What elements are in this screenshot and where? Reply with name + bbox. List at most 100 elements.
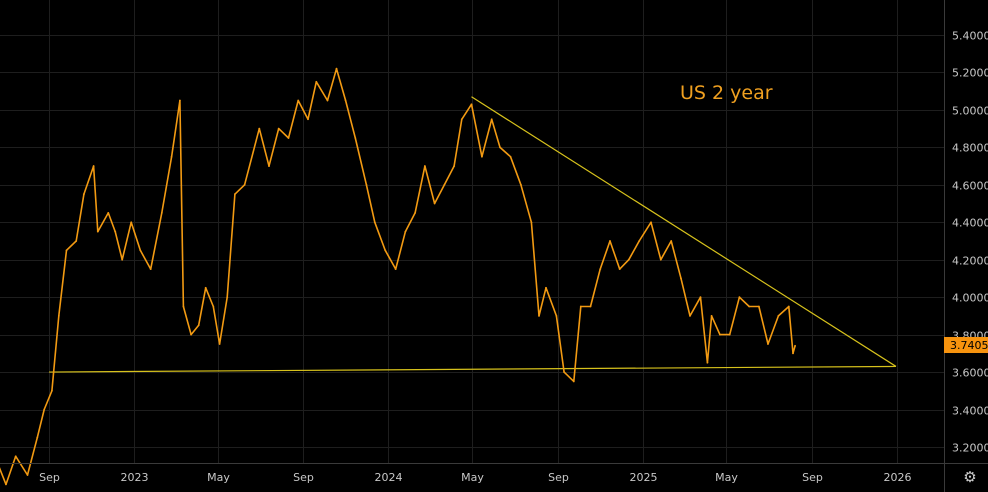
data-point <box>258 127 261 130</box>
trendline-resistance[interactable] <box>471 96 897 367</box>
data-point <box>204 286 207 289</box>
data-point <box>670 240 673 242</box>
data-point <box>57 314 60 317</box>
y-tick-label: 4.8000 <box>952 142 988 155</box>
data-point <box>277 127 280 130</box>
data-point <box>460 118 463 121</box>
data-point <box>758 305 760 308</box>
data-point <box>618 268 621 270</box>
last-value-label: 3.7405 <box>950 339 988 352</box>
data-point <box>710 314 713 317</box>
y-tick-label: 4.6000 <box>952 180 988 193</box>
chart-annotation: US 2 year <box>680 82 773 104</box>
data-point <box>50 389 53 392</box>
data-point <box>268 165 270 167</box>
data-point <box>423 165 426 167</box>
data-point <box>609 240 611 242</box>
data-point <box>555 314 558 317</box>
data-point <box>520 183 522 186</box>
data-point <box>75 240 78 242</box>
trendline-support[interactable] <box>49 365 897 373</box>
price-series <box>0 67 796 486</box>
data-point <box>719 333 721 336</box>
y-axis[interactable]: 3.20003.40003.60003.80004.00004.20004.40… <box>952 30 988 455</box>
data-point <box>160 211 163 214</box>
data-point <box>579 305 582 308</box>
data-point <box>777 314 780 317</box>
data-point <box>599 268 602 270</box>
y-tick-label: 4.2000 <box>952 255 988 268</box>
x-tick-label: May <box>715 471 738 484</box>
y-tick-label: 3.4000 <box>952 405 988 418</box>
data-point <box>453 165 456 167</box>
data-point <box>121 258 124 261</box>
data-point <box>414 211 417 214</box>
data-point <box>572 380 575 383</box>
data-point <box>627 258 630 261</box>
data-point <box>650 221 652 224</box>
data-point <box>680 277 682 280</box>
data-point <box>5 483 7 486</box>
data-point <box>14 455 17 458</box>
data-point <box>36 436 39 439</box>
data-point <box>538 314 540 317</box>
data-point <box>179 99 181 102</box>
data-point <box>130 221 133 224</box>
data-point <box>728 333 731 336</box>
data-point <box>394 268 397 270</box>
data-point <box>563 371 565 373</box>
data-point <box>490 118 493 121</box>
y-tick-label: 5.4000 <box>952 30 988 43</box>
data-point <box>307 118 309 121</box>
series-line <box>0 67 796 486</box>
data-point <box>26 474 29 476</box>
data-point <box>297 99 300 102</box>
data-point <box>530 221 533 224</box>
data-point <box>792 352 794 355</box>
data-point <box>706 361 709 364</box>
settings-icon[interactable]: ⚙ <box>963 468 977 486</box>
trendlines <box>49 96 897 373</box>
data-point <box>212 305 215 308</box>
gridlines <box>0 0 944 463</box>
x-tick-label: Sep <box>802 471 823 484</box>
data-point <box>699 296 702 299</box>
y-tick-label: 3.2000 <box>952 442 988 455</box>
data-point <box>92 165 95 167</box>
data-point <box>738 296 741 299</box>
data-point <box>748 305 751 308</box>
data-point <box>114 230 117 233</box>
data-point <box>96 230 99 233</box>
data-point <box>139 249 142 252</box>
x-tick-label: 2023 <box>121 471 149 484</box>
x-tick-label: Sep <box>39 471 60 484</box>
data-point <box>545 286 547 289</box>
y-tick-label: 3.6000 <box>952 367 988 380</box>
x-tick-label: Sep <box>548 471 569 484</box>
data-point <box>315 80 318 83</box>
data-point <box>65 249 68 252</box>
x-tick-label: May <box>461 471 484 484</box>
data-point <box>787 305 790 308</box>
data-point <box>287 137 290 139</box>
data-point <box>767 343 769 345</box>
data-point <box>659 258 662 261</box>
data-point <box>335 67 338 70</box>
data-point <box>589 305 592 308</box>
x-tick-label: May <box>207 471 230 484</box>
data-point <box>107 211 110 214</box>
x-axis[interactable]: Sep 2023 May Sep 2024 May Sep 2025 May Sep 2026 <box>39 471 911 484</box>
data-point <box>82 193 85 196</box>
data-point <box>443 183 446 186</box>
x-tick-label: 2025 <box>630 471 658 484</box>
x-tick-label: Sep <box>293 471 314 484</box>
data-point <box>689 314 691 317</box>
data-point <box>197 324 200 327</box>
y-tick-label: 4.4000 <box>952 217 988 230</box>
data-point <box>433 202 436 205</box>
y-tick-label: 5.0000 <box>952 105 988 118</box>
data-point <box>384 249 387 252</box>
y-tick-label: 4.0000 <box>952 292 988 305</box>
data-point <box>234 193 236 196</box>
